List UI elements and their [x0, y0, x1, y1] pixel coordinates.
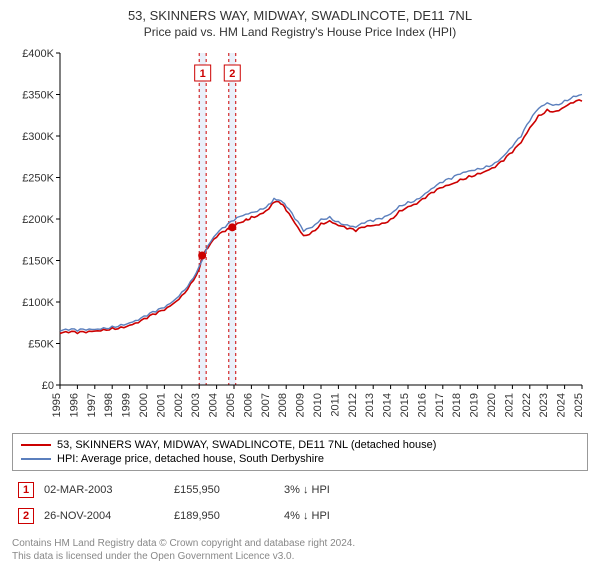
sale-date: 26-NOV-2004 [44, 510, 174, 522]
legend-swatch [21, 444, 51, 446]
line-chart: £0 £50K £100K £150K £200K £250K £300K £350K £400… [12, 47, 588, 427]
legend-label: HPI: Average price, detached house, Sout… [57, 453, 324, 465]
svg-text:2011: 2011 [329, 393, 341, 417]
page-subtitle: Price paid vs. HM Land Registry's House … [12, 25, 588, 39]
svg-text:2018: 2018 [451, 393, 463, 417]
svg-text:2024: 2024 [556, 393, 568, 417]
svg-text:1998: 1998 [103, 393, 115, 417]
svg-text:£0: £0 [42, 380, 54, 392]
svg-text:£200K: £200K [22, 214, 54, 226]
footer-text: Contains HM Land Registry data © Crown c… [12, 537, 588, 563]
sale-badge: 1 [18, 482, 34, 498]
sale-hpi: 4% ↓ HPI [284, 510, 404, 522]
svg-text:£350K: £350K [22, 90, 54, 102]
sale-row: 2 26-NOV-2004£189,9504% ↓ HPI [12, 503, 588, 529]
legend-item: HPI: Average price, detached house, Sout… [21, 452, 579, 466]
svg-text:2: 2 [229, 68, 235, 80]
svg-text:2008: 2008 [277, 393, 289, 417]
legend-item: 53, SKINNERS WAY, MIDWAY, SWADLINCOTE, D… [21, 438, 579, 452]
svg-text:2001: 2001 [155, 393, 167, 417]
svg-text:2020: 2020 [486, 393, 498, 417]
svg-text:£50K: £50K [28, 339, 54, 351]
svg-text:2014: 2014 [382, 393, 394, 417]
svg-text:2015: 2015 [399, 393, 411, 417]
sale-hpi: 3% ↓ HPI [284, 484, 404, 496]
svg-text:2002: 2002 [173, 393, 185, 417]
svg-text:2006: 2006 [242, 393, 254, 417]
legend-swatch [21, 458, 51, 460]
svg-text:2017: 2017 [434, 393, 446, 417]
chart-area: £0 £50K £100K £150K £200K £250K £300K £350K £400… [12, 47, 588, 427]
svg-text:2013: 2013 [364, 393, 376, 417]
svg-text:2009: 2009 [295, 393, 307, 417]
svg-text:1999: 1999 [121, 393, 133, 417]
svg-text:2007: 2007 [260, 393, 272, 417]
svg-text:2023: 2023 [538, 393, 550, 417]
sale-price: £155,950 [174, 484, 284, 496]
svg-text:1997: 1997 [86, 393, 98, 417]
svg-text:2003: 2003 [190, 393, 202, 417]
sale-row: 1 02-MAR-2003£155,9503% ↓ HPI [12, 477, 588, 503]
sale-date: 02-MAR-2003 [44, 484, 174, 496]
svg-text:1995: 1995 [51, 393, 63, 417]
svg-text:2022: 2022 [521, 393, 533, 417]
svg-text:1996: 1996 [68, 393, 80, 417]
svg-text:2012: 2012 [347, 393, 359, 417]
svg-text:2000: 2000 [138, 393, 150, 417]
svg-text:1: 1 [200, 68, 206, 80]
legend-label: 53, SKINNERS WAY, MIDWAY, SWADLINCOTE, D… [57, 439, 436, 451]
svg-text:2016: 2016 [416, 393, 428, 417]
svg-text:£250K: £250K [22, 173, 54, 185]
sale-price: £189,950 [174, 510, 284, 522]
svg-text:£100K: £100K [22, 297, 54, 309]
svg-text:2019: 2019 [469, 393, 481, 417]
svg-text:2025: 2025 [573, 393, 585, 417]
svg-text:£300K: £300K [22, 131, 54, 143]
svg-text:2010: 2010 [312, 393, 324, 417]
svg-text:£150K: £150K [22, 256, 54, 268]
footer-line2: This data is licensed under the Open Gov… [12, 551, 294, 562]
svg-text:£400K: £400K [22, 48, 54, 60]
legend: 53, SKINNERS WAY, MIDWAY, SWADLINCOTE, D… [12, 433, 588, 471]
svg-text:2005: 2005 [225, 393, 237, 417]
svg-text:2004: 2004 [208, 393, 220, 417]
sale-badge: 2 [18, 508, 34, 524]
page-title: 53, SKINNERS WAY, MIDWAY, SWADLINCOTE, D… [12, 8, 588, 23]
sales-table: 1 02-MAR-2003£155,9503% ↓ HPI 2 26-NOV-2004… [12, 477, 588, 529]
footer-line1: Contains HM Land Registry data © Crown c… [12, 538, 355, 549]
svg-text:2021: 2021 [503, 393, 515, 417]
